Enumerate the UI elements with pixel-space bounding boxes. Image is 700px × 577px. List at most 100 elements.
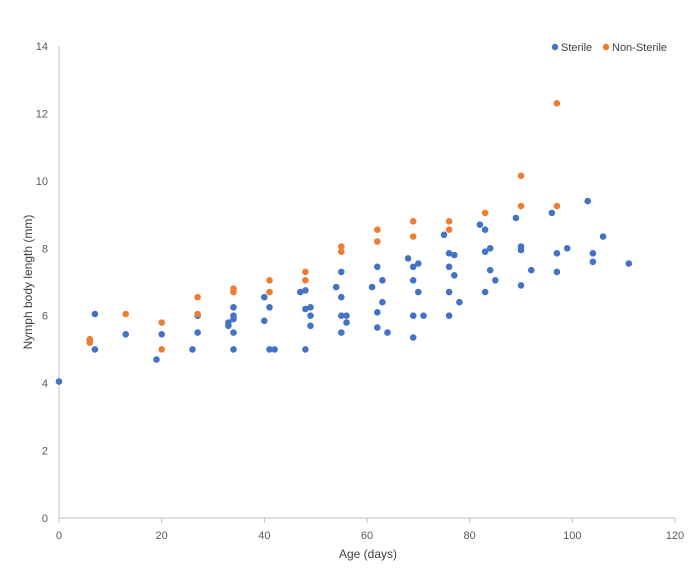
data-point-sterile xyxy=(230,346,237,353)
data-points xyxy=(55,100,633,385)
data-point-sterile xyxy=(415,288,422,296)
data-point-sterile xyxy=(343,319,350,326)
data-point-non-sterile xyxy=(409,233,417,240)
data-point-non-sterile xyxy=(445,226,453,233)
legend-marker-non-sterile xyxy=(602,43,610,51)
data-point-sterile xyxy=(122,331,129,338)
data-point-non-sterile xyxy=(409,218,417,225)
data-point-sterile xyxy=(456,298,463,306)
data-point-sterile xyxy=(481,248,489,255)
data-point-sterile xyxy=(563,245,571,252)
x-axis-ticks: 0 20 40 60 80 100 120 xyxy=(56,518,684,542)
data-point-sterile xyxy=(302,287,309,294)
data-point-sterile xyxy=(409,334,417,341)
data-point-sterile xyxy=(481,226,489,233)
data-point-sterile xyxy=(512,214,520,222)
data-point-sterile xyxy=(55,378,63,385)
data-point-sterile xyxy=(409,277,417,284)
legend-marker-sterile xyxy=(551,43,559,51)
data-point-sterile xyxy=(374,324,381,331)
data-point-sterile xyxy=(297,288,304,296)
data-point-sterile xyxy=(338,329,345,336)
data-point-sterile xyxy=(528,266,535,274)
data-point-non-sterile xyxy=(445,218,453,225)
data-point-sterile xyxy=(91,310,99,318)
data-point-sterile xyxy=(409,263,417,271)
data-point-sterile xyxy=(230,304,237,311)
x-tick-label: 0 xyxy=(56,530,62,542)
data-point-sterile xyxy=(445,250,453,257)
data-point-sterile xyxy=(307,322,314,330)
data-point-sterile xyxy=(332,283,340,291)
data-point-sterile xyxy=(91,346,99,353)
data-point-sterile xyxy=(194,329,201,336)
data-point-non-sterile xyxy=(158,319,165,326)
data-point-sterile xyxy=(266,346,273,353)
data-point-non-sterile xyxy=(266,277,273,284)
x-tick-label: 20 xyxy=(156,530,168,542)
data-point-sterile xyxy=(420,312,427,320)
data-point-sterile xyxy=(553,268,561,276)
y-tick-label: 10 xyxy=(36,176,48,188)
data-point-sterile xyxy=(153,356,160,363)
data-point-sterile xyxy=(261,293,268,301)
data-point-sterile xyxy=(302,346,309,353)
data-point-sterile xyxy=(625,260,633,267)
data-point-non-sterile xyxy=(374,238,381,245)
data-point-sterile xyxy=(440,231,448,239)
legend-label-sterile: Sterile xyxy=(561,42,592,54)
data-point-sterile xyxy=(338,293,345,301)
legend-label-non-sterile: Non-Sterile xyxy=(612,42,667,54)
x-tick-label: 100 xyxy=(563,530,581,542)
data-point-non-sterile xyxy=(338,248,345,255)
data-point-non-sterile xyxy=(517,172,525,180)
data-point-sterile xyxy=(481,288,489,296)
y-tick-label: 0 xyxy=(42,513,48,525)
data-point-sterile xyxy=(368,283,376,291)
x-tick-label: 40 xyxy=(258,530,270,542)
data-point-non-sterile xyxy=(158,346,165,353)
y-tick-label: 12 xyxy=(36,108,48,120)
data-point-non-sterile xyxy=(553,202,561,210)
data-point-sterile xyxy=(492,277,499,284)
data-point-sterile xyxy=(445,263,453,271)
data-point-sterile xyxy=(404,255,412,262)
data-point-sterile xyxy=(230,329,237,336)
data-point-non-sterile xyxy=(481,209,489,217)
data-point-sterile xyxy=(451,272,458,279)
data-point-sterile xyxy=(302,305,309,313)
data-point-non-sterile xyxy=(338,243,345,250)
data-point-sterile xyxy=(307,304,314,311)
data-point-sterile xyxy=(230,315,237,323)
y-tick-label: 2 xyxy=(42,446,48,458)
data-point-sterile xyxy=(415,260,422,267)
data-point-sterile xyxy=(225,319,232,326)
data-point-non-sterile xyxy=(86,339,94,347)
data-point-non-sterile xyxy=(266,288,273,296)
data-point-sterile xyxy=(553,250,561,257)
data-point-sterile xyxy=(338,268,345,276)
data-point-sterile xyxy=(338,312,345,320)
data-point-sterile xyxy=(517,246,525,254)
y-tick-label: 6 xyxy=(42,311,48,323)
data-point-non-sterile xyxy=(374,226,381,233)
data-point-sterile xyxy=(158,331,165,338)
data-point-sterile xyxy=(548,209,556,217)
data-point-sterile xyxy=(379,277,386,284)
data-point-sterile xyxy=(384,329,391,336)
data-point-non-sterile xyxy=(302,268,309,276)
data-point-sterile xyxy=(584,197,591,205)
data-point-non-sterile xyxy=(122,310,129,318)
x-axis-title: Age (days) xyxy=(339,547,397,561)
data-point-non-sterile xyxy=(194,310,201,318)
data-point-sterile xyxy=(379,298,386,306)
data-point-sterile xyxy=(451,251,458,259)
legend: Sterile Non-Sterile xyxy=(551,42,667,54)
data-point-sterile xyxy=(261,317,268,325)
y-axis-ticks: 0 2 4 6 8 10 12 14 xyxy=(36,41,48,525)
data-point-sterile xyxy=(266,304,273,311)
data-point-non-sterile xyxy=(302,277,309,284)
data-point-sterile xyxy=(189,346,196,353)
y-tick-label: 14 xyxy=(36,41,48,53)
